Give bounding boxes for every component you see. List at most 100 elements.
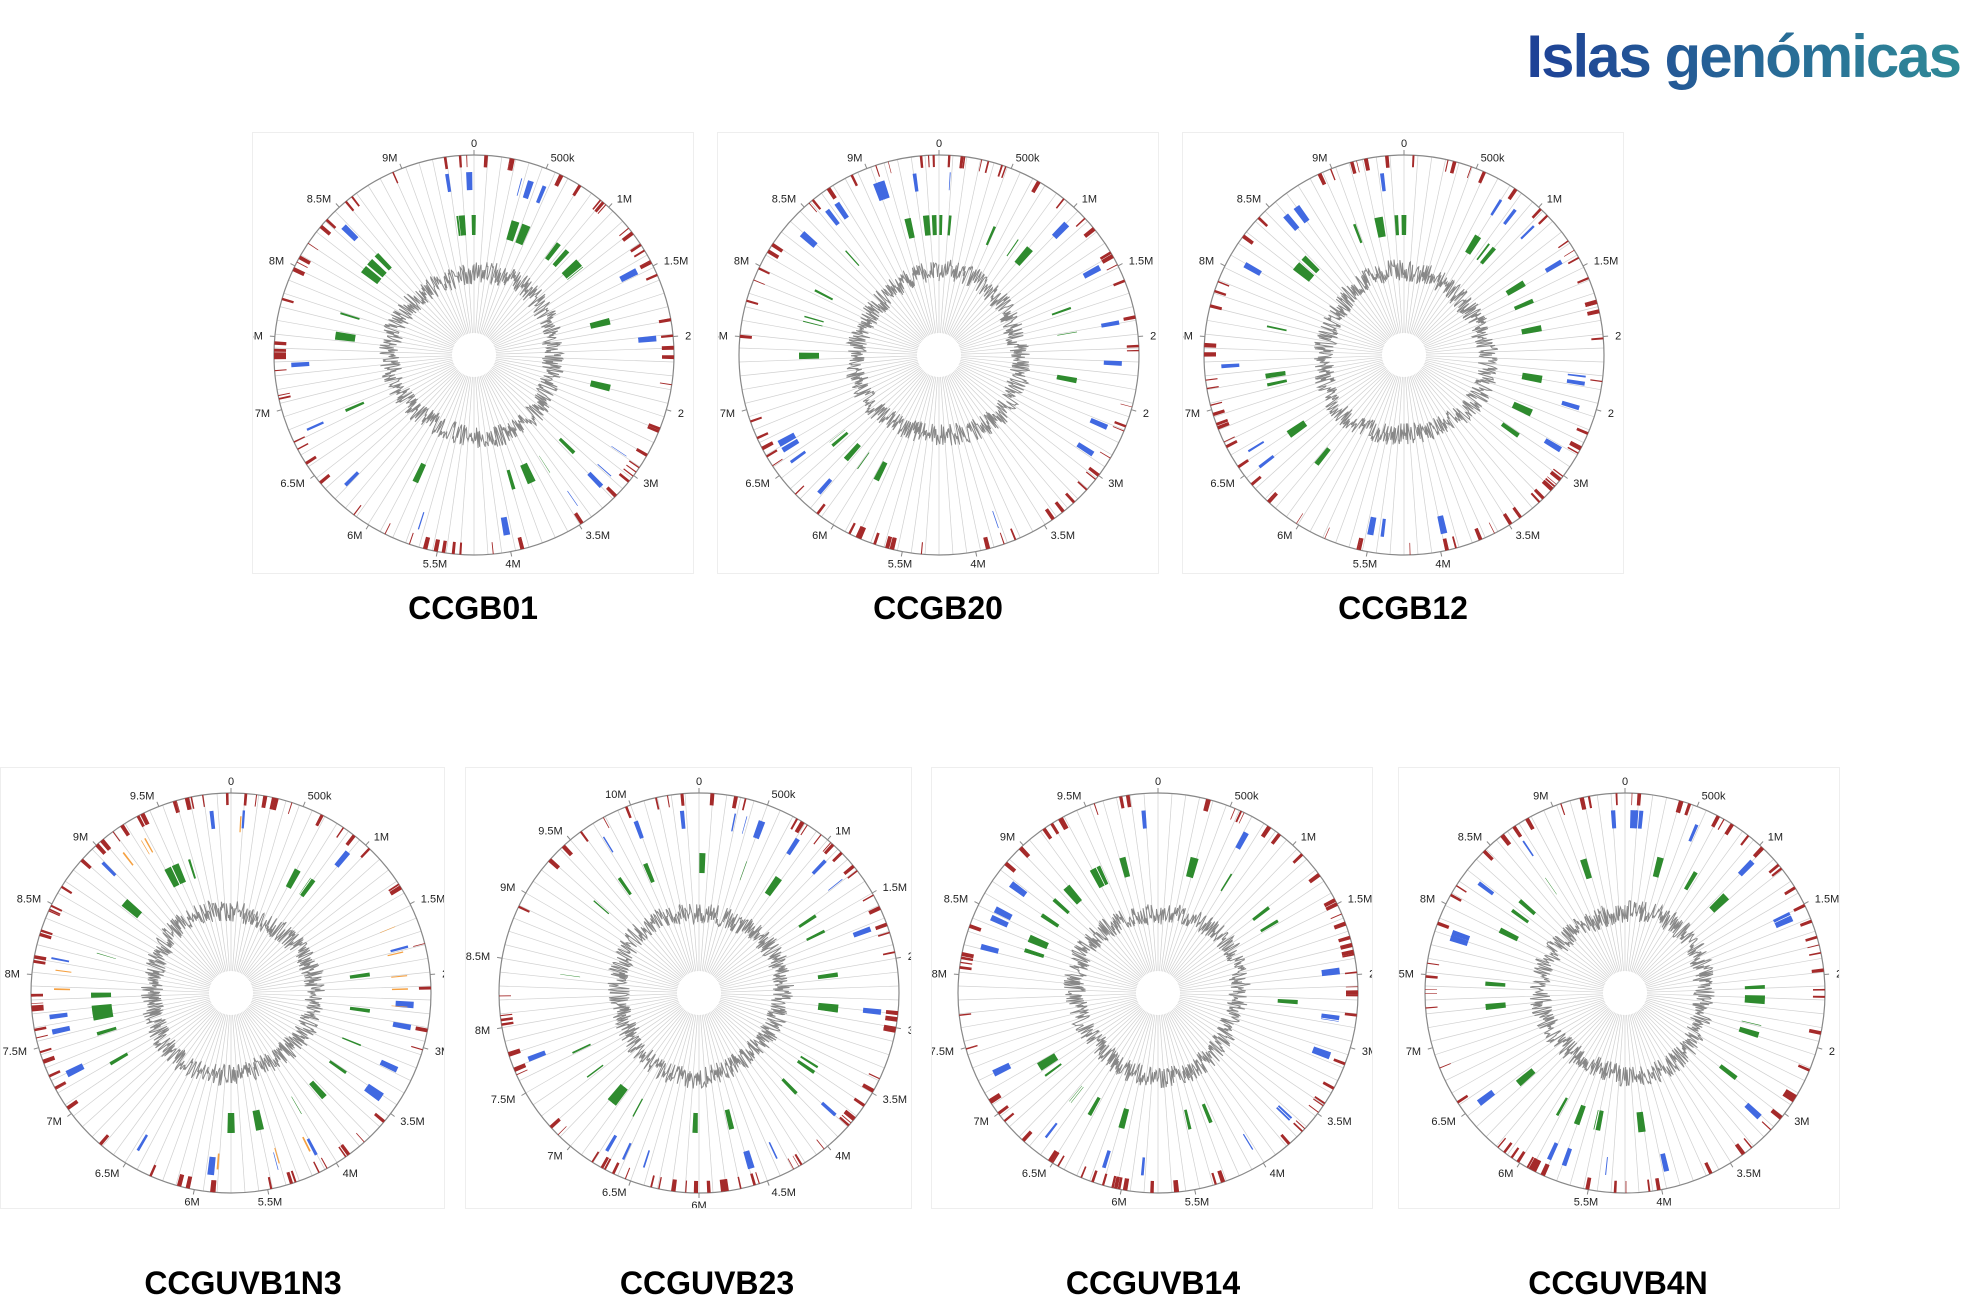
tick-label: 5.5M <box>258 1196 282 1208</box>
island-segment <box>1637 1112 1646 1133</box>
island-segment <box>619 473 630 483</box>
tick-label: 5.5M <box>423 558 447 570</box>
island-segment <box>753 820 765 839</box>
island-segment <box>227 1113 234 1133</box>
island-segment <box>120 824 130 836</box>
island-segment <box>960 966 972 970</box>
island-segment <box>1784 886 1796 895</box>
island-segment <box>786 838 800 856</box>
island-segment <box>874 461 888 481</box>
island-segment <box>966 1045 978 1049</box>
island-segment <box>985 161 990 173</box>
island-segment <box>813 834 821 844</box>
island-segment <box>1425 989 1437 990</box>
island-segment <box>1334 922 1347 930</box>
tick-label: 8M <box>1199 256 1214 268</box>
island-segment <box>137 1134 148 1151</box>
island-segment <box>1647 1180 1650 1192</box>
island-segment <box>55 970 71 973</box>
island-segment <box>1293 853 1304 863</box>
island-segment <box>1653 857 1664 878</box>
island-segment <box>886 1010 898 1015</box>
island-segment <box>350 973 370 979</box>
island-segment <box>1437 515 1447 534</box>
island-segment <box>1611 810 1616 828</box>
island-segment <box>590 380 611 391</box>
island-segment <box>445 174 451 192</box>
island-segment <box>1590 379 1602 382</box>
island-segment <box>1202 1104 1213 1124</box>
tick-label: 0 <box>228 776 234 788</box>
tick-label: 8.5M <box>17 894 41 906</box>
island-segment <box>1004 1113 1015 1122</box>
island-segment <box>492 542 494 554</box>
island-segment <box>960 962 972 965</box>
island-segment <box>590 318 611 329</box>
island-segment <box>1210 402 1222 406</box>
island-segment <box>1809 952 1821 956</box>
island-segment <box>518 906 530 913</box>
island-segment <box>1660 1153 1669 1172</box>
island-segment <box>1568 257 1579 264</box>
island-segment <box>40 1048 52 1054</box>
island-segment <box>539 456 550 473</box>
island-segment <box>1141 810 1146 828</box>
island-segment <box>1119 857 1130 878</box>
island-segment <box>932 215 937 235</box>
island-segment <box>342 1037 361 1046</box>
island-segment <box>411 1046 423 1051</box>
island-segment <box>1614 1181 1617 1193</box>
island-segment <box>1744 1103 1761 1120</box>
island-segment <box>710 793 715 805</box>
island-segment <box>255 795 258 807</box>
island-segment <box>1580 797 1587 810</box>
island-segment <box>1477 1090 1495 1106</box>
island-segment <box>395 1001 413 1009</box>
tick-label: 500k <box>772 789 796 801</box>
island-segment <box>1345 971 1357 974</box>
island-segment <box>772 459 783 466</box>
island-segment <box>1580 858 1592 879</box>
tick-label: 0 <box>471 138 477 150</box>
island-segment <box>459 155 462 167</box>
island-segment <box>1740 835 1749 846</box>
island-segment <box>933 155 935 167</box>
island-segment <box>1637 793 1641 805</box>
circos-plot-ccgb01: 0500k1M1.5M223M3.5M4M5.5M6M6.5M7M7.5M8M8… <box>252 132 694 574</box>
island-segment <box>1314 447 1330 466</box>
island-segment <box>1121 404 1133 408</box>
island-segment <box>1745 985 1765 989</box>
island-segment <box>643 1150 650 1168</box>
island-segment <box>662 346 674 350</box>
tick-label: 5.5M <box>1353 558 1377 570</box>
island-segment <box>769 1142 778 1159</box>
tick-label: 8M <box>734 256 749 268</box>
island-segment <box>986 226 996 245</box>
island-segment <box>1522 373 1543 383</box>
tick-label: 9M <box>847 152 862 164</box>
island-segment <box>1503 209 1517 225</box>
island-segment <box>660 383 672 386</box>
island-segment <box>920 156 924 168</box>
island-segment <box>1204 352 1216 356</box>
island-segment <box>839 1117 850 1127</box>
circos-svg: 0500k1M1.5M2M33.5M4M4.5M6M6.5M7M7.5M8M8.… <box>466 768 911 1208</box>
island-segment <box>210 811 216 829</box>
island-segment <box>523 180 534 199</box>
island-segment <box>1724 823 1734 835</box>
island-segment <box>1267 325 1287 331</box>
island-segment <box>888 162 892 174</box>
island-segment <box>356 1133 365 1143</box>
island-segment <box>667 795 670 807</box>
island-segment <box>507 470 516 490</box>
island-segment <box>1560 803 1565 815</box>
tick-label: 2M <box>908 951 911 963</box>
island-segment <box>1123 1178 1129 1191</box>
island-segment <box>948 155 951 167</box>
tick-label: 7M <box>547 1150 562 1162</box>
center-hole <box>681 975 717 1011</box>
tick-label: 1M <box>1301 831 1316 843</box>
island-segment <box>1321 968 1340 977</box>
circos-plot-ccgb20: 0500k1M1.5M223M3.5M4M5.5M6M6.5M7M7.5M8M8… <box>717 132 1159 574</box>
island-segment <box>1028 935 1049 949</box>
